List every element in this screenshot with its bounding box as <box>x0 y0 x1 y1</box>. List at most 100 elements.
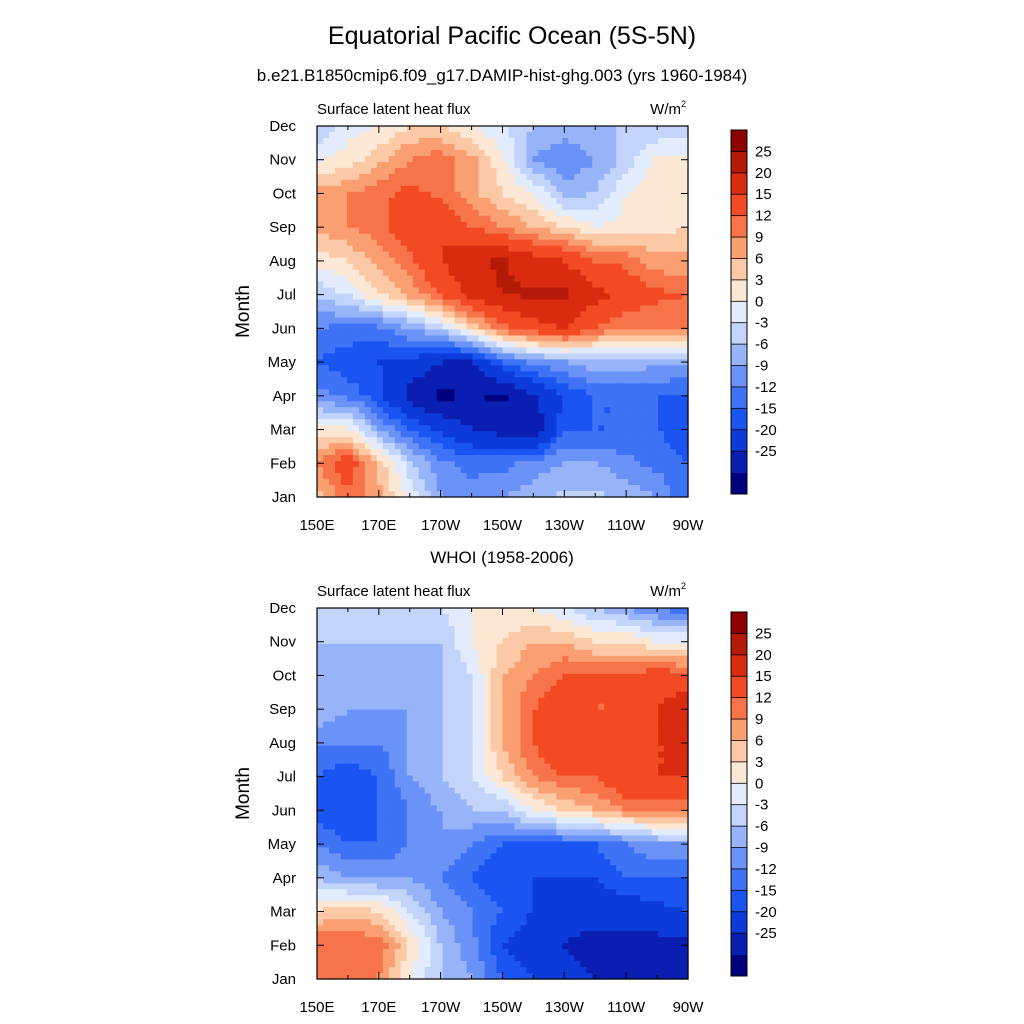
heatmap-cell <box>334 649 342 657</box>
heatmap-cell <box>628 221 635 229</box>
heatmap-cell <box>538 275 545 283</box>
heatmap-cell <box>670 311 677 319</box>
heatmap-cell <box>676 239 683 247</box>
heatmap-cell <box>454 251 462 259</box>
heatmap-cell <box>400 425 408 432</box>
heatmap-cell <box>418 353 426 360</box>
heatmap-cell <box>400 251 408 259</box>
heatmap-cell <box>658 263 665 271</box>
heatmap-cell <box>370 161 378 169</box>
heatmap-cell <box>364 437 372 444</box>
heatmap-cell <box>556 191 563 199</box>
heatmap-cell <box>652 239 659 247</box>
heatmap-cell <box>586 317 593 325</box>
heatmap-cell <box>670 197 677 205</box>
heatmap-cell <box>370 485 378 492</box>
heatmap-cell <box>352 395 360 402</box>
heatmap-cell <box>676 625 683 633</box>
heatmap-cell <box>430 401 438 408</box>
heatmap-cell <box>328 619 336 627</box>
heatmap-cell <box>502 461 510 468</box>
heatmap-cell <box>586 155 593 163</box>
heatmap-cell <box>502 383 510 390</box>
heatmap-cell <box>544 491 551 498</box>
heatmap-cell <box>538 179 545 187</box>
heatmap-cell <box>322 703 330 711</box>
heatmap-cell <box>586 173 593 181</box>
heatmap-cell <box>466 227 474 235</box>
heatmap-cell <box>508 389 516 396</box>
heatmap-cell <box>568 215 575 223</box>
heatmap-cell <box>424 437 432 444</box>
heatmap-cell <box>682 329 689 337</box>
heatmap-cell <box>448 359 456 366</box>
heatmap-cell <box>592 293 599 301</box>
heatmap-cell <box>322 173 330 181</box>
heatmap-cell <box>460 323 468 331</box>
heatmap-cell <box>592 425 599 432</box>
heatmap-cell <box>376 461 384 468</box>
heatmap-cell <box>388 649 396 657</box>
y-tick-label: May <box>268 354 297 371</box>
heatmap-cell <box>568 431 575 438</box>
heatmap-cell <box>370 263 378 271</box>
heatmap-cell <box>460 643 468 651</box>
heatmap-cell <box>502 126 510 133</box>
heatmap-cell <box>658 185 665 193</box>
heatmap-cell <box>496 323 504 331</box>
heatmap-cell <box>418 257 426 265</box>
heatmap-cell <box>496 685 504 693</box>
heatmap-cell <box>664 203 671 211</box>
heatmap-cell <box>592 413 599 420</box>
heatmap-cell <box>340 269 348 277</box>
heatmap-cell <box>520 371 528 378</box>
heatmap-cell <box>388 215 396 223</box>
heatmap-cell <box>442 179 450 187</box>
heatmap-cell <box>568 269 575 277</box>
heatmap-cell <box>442 353 450 360</box>
heatmap-cell <box>412 703 420 711</box>
heatmap-cell <box>328 383 336 390</box>
heatmap-cell <box>376 655 384 663</box>
heatmap-cell <box>556 161 563 169</box>
heatmap-cell <box>442 395 450 402</box>
heatmap-cell <box>604 149 611 157</box>
heatmap-cell <box>406 449 414 456</box>
heatmap-cell <box>490 215 498 223</box>
heatmap-cell <box>658 407 665 414</box>
heatmap-cell <box>592 473 599 480</box>
heatmap-cell <box>640 197 647 205</box>
heatmap-cell <box>448 619 456 627</box>
heatmap-cell <box>676 473 683 480</box>
heatmap-cell <box>664 407 671 414</box>
heatmap-cell <box>616 227 623 235</box>
heatmap-cell <box>460 191 468 199</box>
heatmap-cell <box>646 161 653 169</box>
heatmap-cell <box>406 293 414 301</box>
heatmap-cell <box>400 443 408 450</box>
heatmap-cell <box>400 149 408 157</box>
heatmap-cell <box>412 353 420 360</box>
heatmap-cell <box>526 371 534 378</box>
heatmap-cell <box>424 673 432 681</box>
heatmap-cell <box>412 251 420 259</box>
heatmap-cell <box>328 305 336 313</box>
heatmap-cell <box>646 413 653 420</box>
heatmap-cell <box>370 305 378 313</box>
heatmap-cell <box>670 419 677 426</box>
heatmap-cell <box>598 167 605 175</box>
heatmap-cell <box>664 449 671 456</box>
heatmap-cell <box>418 431 426 438</box>
heatmap-cell <box>550 149 557 157</box>
heatmap-cell <box>586 425 593 432</box>
heatmap-cell <box>574 179 581 187</box>
heatmap-cell <box>484 625 492 633</box>
heatmap-cell <box>478 191 486 199</box>
heatmap-cell <box>622 305 629 313</box>
heatmap-cell <box>568 126 575 133</box>
heatmap-cell <box>628 305 635 313</box>
heatmap-cell <box>670 679 677 687</box>
heatmap-cell <box>484 419 492 426</box>
heatmap-cell <box>544 329 551 337</box>
heatmap-cell <box>328 371 336 378</box>
